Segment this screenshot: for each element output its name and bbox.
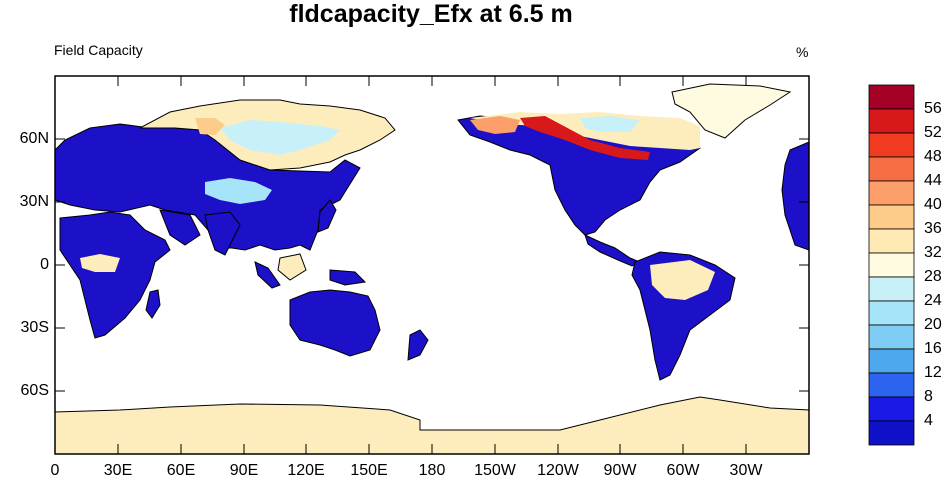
colorbar-swatch	[868, 420, 915, 446]
borneo	[277, 253, 307, 281]
colorbar-swatch	[868, 132, 915, 158]
colorbar-label: 44	[924, 172, 942, 189]
greenland	[671, 83, 792, 139]
colorbar-label: 40	[924, 196, 942, 213]
colorbar-swatch	[868, 204, 915, 230]
lon-label-150w: 150W	[474, 462, 516, 479]
colorbar-label: 56	[924, 100, 942, 117]
siberia-cyan	[220, 120, 340, 155]
colorbar-swatch	[868, 84, 915, 110]
lat-label-60n: 60N	[19, 130, 49, 147]
units-label: %	[796, 44, 809, 60]
land-fields	[54, 83, 810, 455]
africa-pale	[80, 254, 120, 272]
colorbar-swatch	[868, 324, 915, 350]
canada-red	[520, 116, 650, 160]
canada-cyan	[580, 116, 640, 132]
lat-label-30s: 30S	[20, 319, 49, 336]
canada-orange	[470, 116, 520, 134]
arabia	[159, 209, 201, 246]
colorbar-swatch	[868, 108, 915, 134]
colorbar-swatch	[868, 180, 915, 206]
colorbar-swatch	[868, 348, 915, 374]
lon-label-30e: 30E	[103, 462, 133, 479]
lon-label-0: 0	[50, 462, 60, 479]
lon-label-90w: 90W	[603, 462, 637, 479]
lon-label-30w: 30W	[729, 462, 763, 479]
colorbar-label: 4	[924, 412, 933, 429]
colorbar-label: 12	[924, 364, 942, 381]
lon-ticks	[54, 76, 747, 454]
colorbar-swatch	[868, 228, 915, 254]
lon-label-60w: 60W	[666, 462, 700, 479]
india	[204, 211, 241, 256]
amazon-pale	[650, 260, 715, 300]
africa	[59, 211, 171, 339]
colorbar-label: 52	[924, 124, 942, 141]
australia	[289, 289, 381, 357]
colorbar-swatch	[868, 396, 915, 422]
lon-label-120w: 120W	[537, 462, 579, 479]
madagascar	[145, 289, 161, 319]
lat-label-60s: 60S	[20, 382, 49, 399]
lon-label-90e: 90E	[229, 462, 259, 479]
lat-label-30n: 30N	[19, 193, 49, 210]
colorbar-label: 16	[924, 340, 942, 357]
lon-label-60e: 60E	[166, 462, 196, 479]
colorbar-label: 28	[924, 268, 942, 285]
lat-label-0: 0	[40, 256, 49, 273]
colorbar-swatch	[868, 372, 915, 398]
colorbar-swatch	[868, 252, 915, 278]
colorbar-label: 48	[924, 148, 942, 165]
colorbar	[868, 84, 915, 446]
colorbar-swatch	[868, 300, 915, 326]
siberia-orange	[195, 118, 225, 135]
colorbar-swatch	[868, 156, 915, 182]
colorbar-label: 24	[924, 292, 942, 309]
sumatra	[254, 261, 281, 289]
colorbar-swatch	[868, 276, 915, 302]
new-guinea	[329, 269, 367, 286]
colorbar-label: 8	[924, 388, 933, 405]
variable-long-name: Field Capacity	[54, 42, 143, 58]
tibet-patch	[205, 178, 272, 204]
lon-label-150e: 150E	[350, 462, 388, 479]
map-title: fldcapacity_Efx at 6.5 m	[289, 0, 573, 28]
lat-ticks	[55, 138, 809, 392]
lon-label-180: 180	[418, 462, 446, 479]
japan	[317, 199, 337, 233]
new-zealand	[407, 329, 429, 361]
colorbar-label: 32	[924, 244, 942, 261]
colorbar-label: 36	[924, 220, 942, 237]
lon-label-120e: 120E	[287, 462, 325, 479]
colorbar-label: 20	[924, 316, 942, 333]
